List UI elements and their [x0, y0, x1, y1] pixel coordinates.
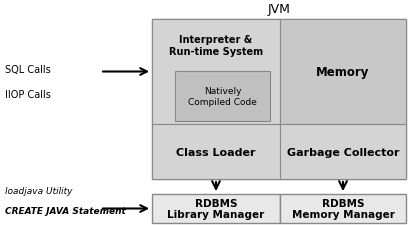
- Text: RDBMS
Memory Manager: RDBMS Memory Manager: [292, 198, 394, 219]
- Text: JVM: JVM: [267, 3, 290, 16]
- Text: Natively
Compiled Code: Natively Compiled Code: [188, 87, 257, 106]
- Text: Class Loader: Class Loader: [176, 147, 256, 157]
- Bar: [152, 124, 280, 179]
- Text: CREATE JAVA Statement: CREATE JAVA Statement: [5, 206, 126, 215]
- Text: loadjava Utility: loadjava Utility: [5, 186, 73, 195]
- Bar: [280, 124, 406, 179]
- Text: RDBMS
Library Manager: RDBMS Library Manager: [167, 198, 265, 219]
- Bar: [280, 20, 406, 124]
- Bar: [175, 72, 270, 122]
- Text: Memory: Memory: [316, 66, 370, 79]
- Text: IIOP Calls: IIOP Calls: [5, 90, 51, 99]
- Bar: [152, 20, 280, 124]
- Text: SQL Calls: SQL Calls: [5, 65, 51, 75]
- Text: Garbage Collector: Garbage Collector: [287, 147, 399, 157]
- Bar: [152, 20, 406, 179]
- Bar: [280, 194, 406, 223]
- Text: Interpreter &
Run-time System: Interpreter & Run-time System: [169, 35, 263, 57]
- Bar: [152, 194, 280, 223]
